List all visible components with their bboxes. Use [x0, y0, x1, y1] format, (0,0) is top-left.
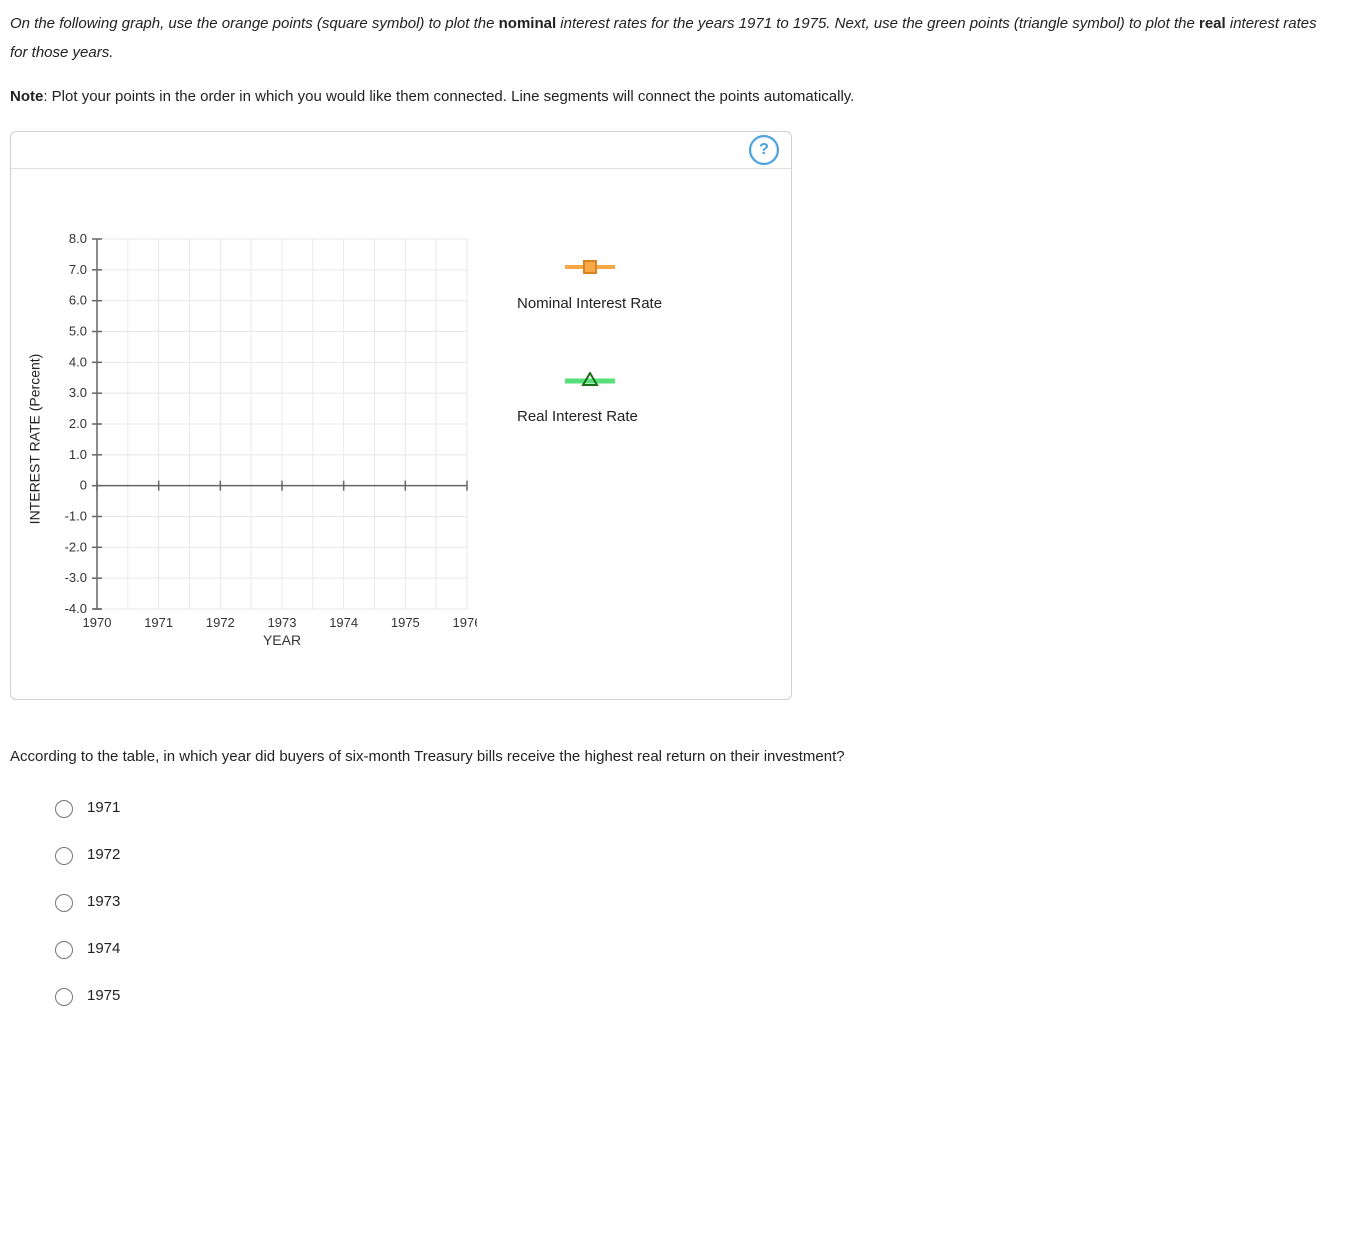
svg-text:-1.0: -1.0: [65, 509, 87, 524]
legend-item-nominal[interactable]: Nominal Interest Rate: [517, 259, 662, 312]
svg-text:-2.0: -2.0: [65, 539, 87, 554]
option-row[interactable]: 1975: [50, 985, 1336, 1006]
option-radio[interactable]: [55, 894, 73, 912]
svg-text:-3.0: -3.0: [65, 570, 87, 585]
question-text: According to the table, in which year di…: [10, 745, 1336, 769]
legend-item-real[interactable]: Real Interest Rate: [517, 372, 662, 425]
instr-bold1: nominal: [499, 15, 557, 32]
chart-legend: Nominal Interest Rate Real Interest Rate: [477, 229, 662, 649]
option-row[interactable]: 1971: [50, 797, 1336, 818]
instr-part2: interest rates for the years 1971 to 197…: [556, 15, 1199, 32]
svg-text:5.0: 5.0: [69, 324, 87, 339]
svg-text:1971: 1971: [144, 615, 173, 630]
svg-text:1.0: 1.0: [69, 447, 87, 462]
svg-text:1970: 1970: [83, 615, 112, 630]
svg-text:4.0: 4.0: [69, 354, 87, 369]
answer-options: 1971 1972 1973 1974 1975: [10, 797, 1336, 1006]
svg-text:1975: 1975: [391, 615, 420, 630]
note-label: Note: [10, 88, 43, 105]
option-label: 1973: [87, 893, 120, 910]
option-label: 1974: [87, 940, 120, 957]
y-axis-label: INTEREST RATE (Percent): [26, 354, 42, 525]
legend-label-nominal: Nominal Interest Rate: [517, 295, 662, 312]
option-row[interactable]: 1973: [50, 891, 1336, 912]
svg-text:3.0: 3.0: [69, 385, 87, 400]
option-radio[interactable]: [55, 800, 73, 818]
instr-part1: On the following graph, use the orange p…: [10, 15, 499, 32]
svg-text:2.0: 2.0: [69, 416, 87, 431]
option-label: 1971: [87, 799, 120, 816]
legend-label-real: Real Interest Rate: [517, 408, 662, 425]
option-label: 1972: [87, 846, 120, 863]
instructions-text: On the following graph, use the orange p…: [10, 10, 1336, 67]
triangle-icon: [565, 372, 615, 388]
option-radio[interactable]: [55, 941, 73, 959]
instr-bold2: real: [1199, 15, 1226, 32]
help-button[interactable]: ?: [749, 135, 779, 165]
note-text: Note: Plot your points in the order in w…: [10, 85, 1336, 109]
svg-text:0: 0: [80, 478, 87, 493]
svg-text:1974: 1974: [329, 615, 358, 630]
panel-toolbar: ?: [11, 132, 791, 169]
option-radio[interactable]: [55, 847, 73, 865]
svg-text:YEAR: YEAR: [263, 632, 301, 648]
svg-text:7.0: 7.0: [69, 262, 87, 277]
interest-rate-chart[interactable]: 8.0 7.0 6.0 5.0 4.0 3.0 2.0 1.0 0 -1.0 -2.0 -3.0 -4.…: [47, 229, 477, 649]
legend-symbol-nominal: [517, 259, 662, 275]
option-radio[interactable]: [55, 988, 73, 1006]
square-icon: [565, 259, 615, 275]
note-body: : Plot your points in the order in which…: [43, 88, 854, 105]
option-row[interactable]: 1974: [50, 938, 1336, 959]
option-row[interactable]: 1972: [50, 844, 1336, 865]
svg-text:8.0: 8.0: [69, 231, 87, 246]
y-axis-label-wrap: INTEREST RATE (Percent): [21, 229, 47, 649]
svg-text:-4.0: -4.0: [65, 601, 87, 616]
svg-text:6.0: 6.0: [69, 293, 87, 308]
help-icon: ?: [759, 141, 769, 159]
option-label: 1975: [87, 987, 120, 1004]
chart-panel: ? INTEREST RATE (Percent) 8.0 7.0 6.0 5.0 4.…: [10, 131, 792, 700]
svg-text:1972: 1972: [206, 615, 235, 630]
legend-symbol-real: [517, 372, 662, 388]
svg-text:1973: 1973: [268, 615, 297, 630]
svg-text:1976: 1976: [453, 615, 477, 630]
chart-area: INTEREST RATE (Percent) 8.0 7.0 6.0 5.0 4.0 3…: [11, 169, 791, 659]
